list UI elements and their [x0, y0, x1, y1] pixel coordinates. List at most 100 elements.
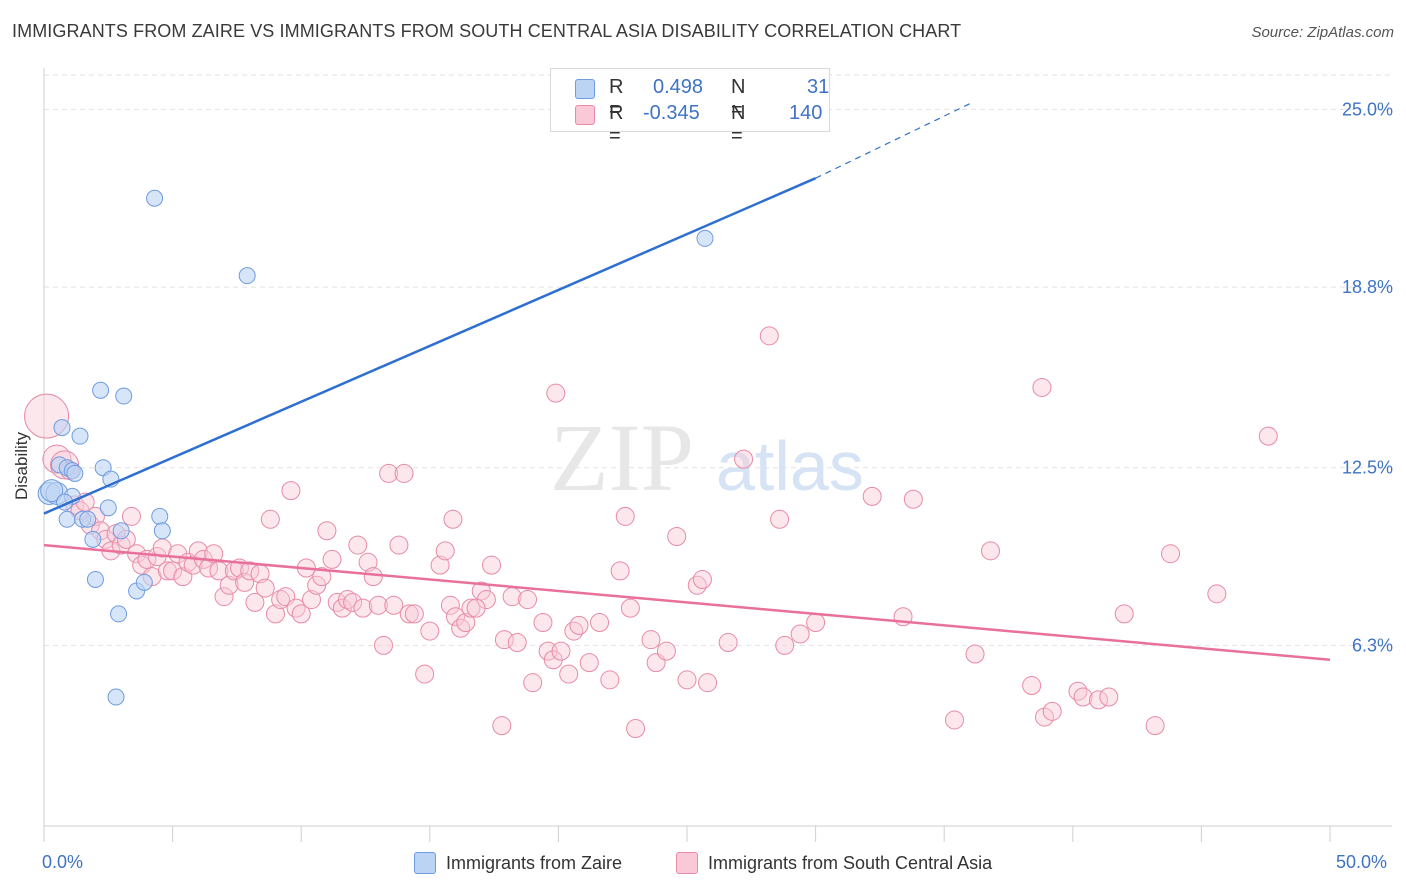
data-point-south-central-asia [564, 621, 584, 641]
data-point-south-central-asia [322, 549, 342, 569]
data-point-south-central-asia [502, 587, 522, 607]
data-point-south-central-asia [734, 449, 754, 469]
x-tick-label-max: 50.0% [1336, 852, 1388, 872]
data-point-south-central-asia [301, 590, 321, 610]
data-point-south-central-asia [518, 590, 538, 610]
data-point-south-central-asia [389, 535, 409, 555]
legend-r-value-zaire: 0.498 [653, 76, 704, 98]
data-point-zaire [146, 189, 164, 207]
y-tick-label: 6.3% [1352, 635, 1393, 655]
chart-title: IMMIGRANTS FROM ZAIRE VS IMMIGRANTS FROM… [12, 21, 962, 41]
bottom-legend-swatch-south-central-asia [676, 852, 698, 874]
bottom-legend-label-south-central-asia: Immigrants from South Central Asia [708, 853, 993, 873]
data-point-south-central-asia [944, 710, 964, 730]
data-point-south-central-asia [523, 673, 543, 693]
data-point-south-central-asia [443, 509, 463, 529]
data-point-zaire [40, 479, 64, 503]
data-point-south-central-asia [374, 635, 394, 655]
legend-r-label: R = [609, 102, 624, 147]
data-point-south-central-asia [394, 463, 414, 483]
data-point-south-central-asia [620, 598, 640, 618]
data-point-south-central-asia [770, 509, 790, 529]
data-point-south-central-asia [1032, 377, 1052, 397]
data-point-south-central-asia [317, 521, 337, 541]
legend-swatch-south-central-asia [575, 105, 595, 125]
legend-n-value-south-central-asia: 140 [789, 102, 823, 124]
data-point-south-central-asia [343, 592, 363, 612]
data-point-zaire [58, 510, 76, 528]
data-point-south-central-asia [687, 575, 707, 595]
data-point-south-central-asia [1258, 426, 1278, 446]
data-point-zaire [99, 499, 117, 517]
data-point-south-central-asia [368, 595, 388, 615]
trend-line-zaire [43, 177, 817, 515]
data-point-south-central-asia [533, 612, 553, 632]
data-point-south-central-asia [415, 664, 435, 684]
data-point-south-central-asia [1207, 584, 1227, 604]
data-point-south-central-asia [260, 509, 280, 529]
data-point-south-central-asia [1114, 604, 1134, 624]
data-point-south-central-asia [759, 326, 779, 346]
data-point-south-central-asia [1161, 544, 1181, 564]
legend-n-label: N = [731, 102, 746, 147]
data-point-south-central-asia [600, 670, 620, 690]
data-point-south-central-asia [692, 569, 712, 589]
data-point-south-central-asia [862, 486, 882, 506]
legend-r-label: R = [609, 76, 624, 121]
data-point-south-central-asia [404, 604, 424, 624]
data-point-south-central-asia [214, 587, 234, 607]
data-point-south-central-asia [286, 598, 306, 618]
data-point-south-central-asia [384, 595, 404, 615]
data-point-zaire [86, 570, 104, 588]
data-point-zaire [107, 688, 125, 706]
data-point-south-central-asia [790, 624, 810, 644]
axes [43, 68, 1392, 842]
data-point-south-central-asia [626, 719, 646, 739]
data-point-zaire [79, 510, 97, 528]
x-tick-label-min: 0.0% [42, 852, 84, 872]
data-point-south-central-asia [456, 612, 476, 632]
data-point-south-central-asia [903, 489, 923, 509]
data-point-zaire [135, 573, 153, 591]
data-point-south-central-asia [1035, 707, 1055, 727]
data-point-south-central-asia [1022, 676, 1042, 696]
data-point-south-central-asia [1068, 681, 1088, 701]
data-point-south-central-asia [1042, 701, 1062, 721]
data-point-south-central-asia [358, 552, 378, 572]
trend-lines [43, 103, 1331, 661]
data-point-south-central-asia [337, 590, 357, 610]
watermark-zip: ZIP [550, 404, 694, 511]
data-point-south-central-asia [183, 555, 203, 575]
data-point-south-central-asia [980, 541, 1000, 561]
data-point-south-central-asia [492, 716, 512, 736]
data-point-south-central-asia [466, 598, 486, 618]
data-point-south-central-asia [163, 561, 183, 581]
series-south-central-asia-points [24, 326, 1278, 739]
data-point-south-central-asia [775, 635, 795, 655]
data-point-south-central-asia [348, 535, 368, 555]
data-point-south-central-asia [677, 670, 697, 690]
y-tick-labels: 6.3% 12.5% 18.8% 25.0% [1342, 99, 1393, 655]
legend-swatch-zaire [575, 79, 595, 99]
data-point-zaire [53, 419, 71, 437]
data-point-south-central-asia [461, 598, 481, 618]
data-point-south-central-asia [430, 555, 450, 575]
data-point-south-central-asia [446, 607, 466, 627]
data-point-south-central-asia [569, 615, 589, 635]
y-tick-label: 12.5% [1342, 458, 1393, 478]
data-point-zaire [110, 605, 128, 623]
data-point-south-central-asia [559, 664, 579, 684]
watermark-atlas: atlas [716, 427, 864, 505]
bottom-legend-label-zaire: Immigrants from Zaire [446, 853, 623, 873]
data-point-south-central-asia [718, 633, 738, 653]
data-point-south-central-asia [1145, 716, 1165, 736]
data-point-zaire [92, 381, 110, 399]
data-point-south-central-asia [507, 633, 527, 653]
data-point-south-central-asia [451, 618, 471, 638]
data-point-south-central-asia [546, 383, 566, 403]
data-point-south-central-asia [265, 604, 285, 624]
data-point-south-central-asia [271, 590, 291, 610]
y-axis-label: Disability [12, 431, 31, 500]
data-point-south-central-asia [399, 604, 419, 624]
